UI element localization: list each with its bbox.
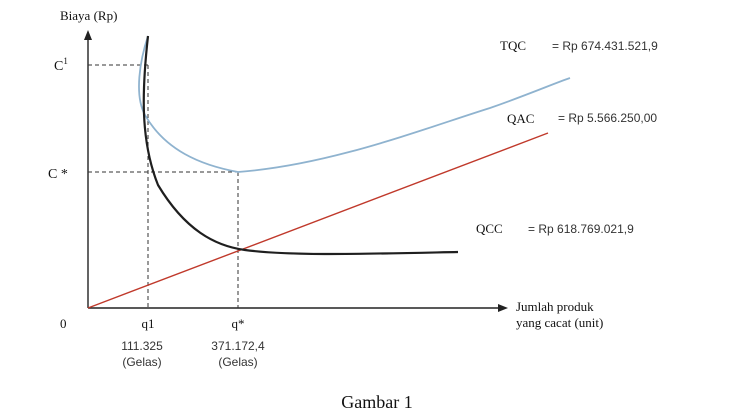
x-axis-title-line2: yang cacat (unit): [516, 315, 603, 330]
x-marker-q1-value: 111.325: [121, 339, 163, 353]
tqc-curve: [138, 35, 571, 173]
x-axis-arrow: [498, 304, 508, 312]
tqc-label: TQC: [500, 38, 526, 53]
y-axis-arrow: [84, 30, 92, 40]
x-marker-q1-unit: (Gelas): [122, 355, 161, 369]
x-marker-q1: q1: [142, 316, 155, 331]
figure-caption: Gambar 1: [341, 392, 412, 412]
x-marker-qstar: q*: [232, 316, 245, 331]
qcc-curve: [142, 35, 459, 256]
y-marker-cstar: C *: [48, 167, 68, 182]
y-marker-c1: C1: [54, 56, 68, 74]
tqc-value: = Rp 674.431.521,9: [552, 39, 658, 53]
qcc-label: QCC: [476, 221, 503, 236]
qac-line: [87, 132, 549, 309]
origin-label: 0: [60, 316, 67, 331]
x-marker-qstar-unit: (Gelas): [218, 355, 257, 369]
qcc-value: = Rp 618.769.021,9: [528, 222, 634, 236]
y-axis-title: Biaya (Rp): [60, 8, 117, 23]
x-axis-title-line1: Jumlah produk: [516, 299, 594, 314]
qac-value: = Rp 5.566.250,00: [558, 111, 657, 125]
x-marker-qstar-value: 371.172,4: [211, 339, 265, 353]
qac-label: QAC: [507, 111, 534, 126]
